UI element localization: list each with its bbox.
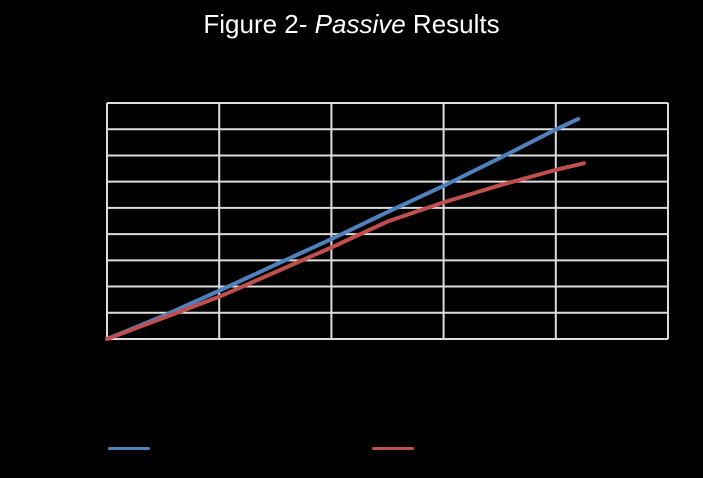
chart-title-italic-word: Passive bbox=[314, 9, 406, 39]
gridlines bbox=[106, 102, 669, 340]
chart-title-prefix: Figure 2- bbox=[203, 9, 315, 39]
chart-title: Figure 2- Passive Results bbox=[0, 9, 703, 40]
series-lines bbox=[105, 116, 586, 341]
series-blue-line bbox=[105, 116, 581, 341]
series-red-line bbox=[105, 161, 586, 341]
chart-title-suffix: Results bbox=[405, 9, 500, 39]
